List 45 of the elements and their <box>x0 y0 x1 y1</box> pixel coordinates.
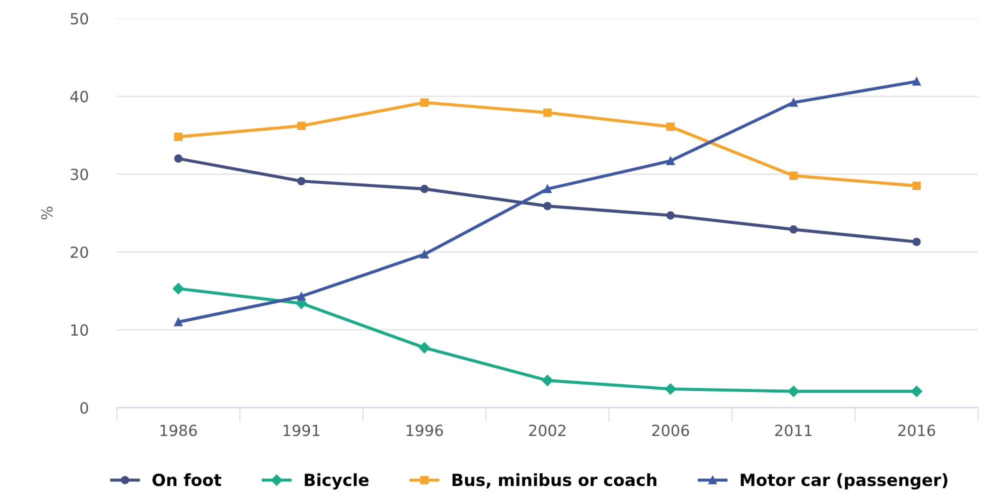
legend-label: Motor car (passenger) <box>740 473 948 490</box>
x-tick-label: 2002 <box>529 424 566 436</box>
legend-label: Bicycle <box>304 473 369 490</box>
point <box>788 386 800 397</box>
point <box>912 77 921 86</box>
y-tick-label: 30 <box>70 168 88 180</box>
point <box>543 108 552 117</box>
point <box>174 318 183 326</box>
x-tick-label: 1986 <box>160 424 197 436</box>
point <box>297 122 306 130</box>
point <box>912 182 921 190</box>
y-tick-label: 10 <box>71 324 88 336</box>
point <box>542 374 554 386</box>
point <box>789 172 798 180</box>
point <box>420 250 429 258</box>
y-axis-title: % <box>41 206 53 220</box>
point <box>912 238 921 246</box>
point <box>297 292 306 301</box>
y-tick-label: 0 <box>80 402 88 414</box>
point <box>789 98 798 107</box>
point <box>666 156 675 166</box>
point <box>666 211 675 220</box>
point <box>664 383 676 395</box>
x-tick-label: 1991 <box>284 424 320 436</box>
point <box>420 184 429 194</box>
point <box>543 184 552 194</box>
point <box>666 122 675 131</box>
y-tick-label: 20 <box>70 246 88 258</box>
x-tick-label: 1996 <box>406 424 443 436</box>
x-tick-label: 2006 <box>652 424 689 436</box>
point <box>297 176 306 186</box>
point <box>172 282 184 294</box>
point <box>543 202 552 210</box>
point <box>910 386 922 397</box>
point <box>420 98 429 107</box>
x-tick-label: 2016 <box>898 424 936 436</box>
y-tick-label: 50 <box>70 12 88 24</box>
point <box>418 342 430 354</box>
point <box>174 132 183 141</box>
legend-label: Bus, minibus or coach <box>452 473 656 488</box>
y-tick-label: 40 <box>70 90 88 102</box>
x-tick-label: 2011 <box>775 424 812 436</box>
point <box>789 225 798 234</box>
point <box>174 154 183 163</box>
legend-label: On foot <box>152 473 222 486</box>
